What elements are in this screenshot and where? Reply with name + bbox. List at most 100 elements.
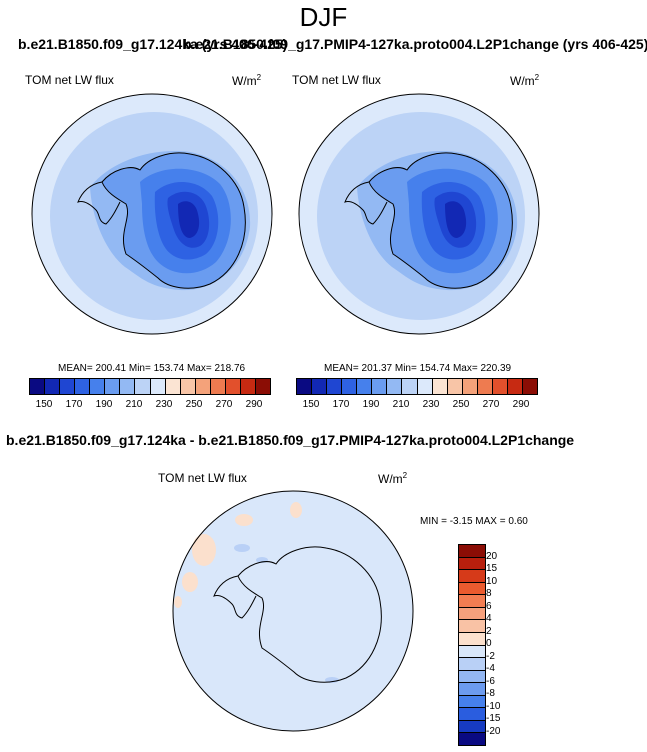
right-polar-map [298,93,540,335]
colorbar-cell [459,683,485,696]
colorbar-tick-label: 190 [95,399,113,410]
colorbar-cell [195,379,211,394]
left-map-border [31,93,273,335]
colorbar-cell [432,379,448,394]
diff-pos-patch-5 [174,596,182,608]
colorbar-cell [357,379,373,394]
left-variable-label: TOM net LW flux [25,73,114,87]
colorbar-tick-label: -15 [486,713,501,724]
colorbar-tick-label: 0 [486,638,492,649]
colorbar-cell [255,379,270,394]
colorbar-cell [477,379,493,394]
colorbar-tick-label: -20 [486,725,501,737]
colorbar-cell [459,607,485,621]
colorbar-tick-label: 290 [245,399,263,410]
colorbar-tick-label: 250 [185,399,203,410]
colorbar-cell [225,379,241,394]
colorbar-cell [459,582,485,596]
diff-neg-patch-1 [234,544,250,552]
colorbar-cell [459,632,485,646]
colorbar-cell [459,658,485,671]
colorbar-tick-label: 10 [486,575,498,587]
colorbar-cell [372,379,388,394]
colorbar-cell [417,379,433,394]
diff-ocean [173,491,413,731]
colorbar-tick-label: 6 [486,600,492,612]
colorbar-cell [447,379,463,394]
colorbar-cell [507,379,523,394]
difference-title: b.e21.B1850.f09_g17.124ka - b.e21.B1850.… [6,432,575,448]
left-units-label: W/m2 [232,73,262,88]
diff-pos-patch-3 [235,514,253,526]
colorbar-tick-label: 170 [332,399,350,410]
left-stats: MEAN= 200.41 Min= 153.74 Max= 218.76 [58,363,246,374]
left-polar-map [31,93,273,335]
colorbar-cell [459,733,485,745]
left-peninsula [77,181,121,225]
colorbar-cell [105,379,121,394]
diff-units-label: W/m2 [378,471,408,486]
colorbar-cell [240,379,256,394]
colorbar-cell [459,670,485,684]
colorbar-cell [462,379,478,394]
colorbar-tick-label: -6 [486,675,495,687]
right-peninsula [344,181,388,225]
colorbar-tick-label: 2 [486,625,492,637]
colorbar-tick-label: 210 [392,399,410,410]
colorbar-cell [402,379,418,394]
colorbar-cell [492,379,508,394]
left-colorbar [29,378,271,395]
colorbar-cell [312,379,328,394]
colorbar-tick-label: 270 [215,399,233,410]
colorbar-tick-label: 150 [35,399,53,410]
colorbar-tick-label: 8 [486,588,492,599]
diff-polar-map [172,490,414,732]
colorbar-cell [327,379,343,394]
right-stats: MEAN= 201.37 Min= 154.74 Max= 220.39 [324,363,512,374]
colorbar-cell [459,708,485,721]
colorbar-tick-label: -2 [486,650,495,662]
colorbar-cell [459,695,485,709]
colorbar-tick-label: 190 [362,399,380,410]
colorbar-cell [459,557,485,571]
colorbar-cell [30,379,46,394]
colorbar-tick-label: -4 [486,663,495,674]
diff-map-border [172,490,414,732]
colorbar-cell [459,595,485,608]
colorbar-tick-label: 250 [452,399,470,410]
colorbar-tick-label: 210 [125,399,143,410]
colorbar-tick-label: 270 [482,399,500,410]
colorbar-tick-label: -8 [486,688,495,699]
right-units-label: W/m2 [510,73,540,88]
colorbar-cell [180,379,196,394]
colorbar-cell [459,720,485,734]
colorbar-cell [459,545,485,558]
diff-continent [237,546,382,683]
colorbar-cell [90,379,106,394]
right-plateau-4 [445,201,467,238]
colorbar-cell [150,379,166,394]
colorbar-cell [45,379,61,394]
right-run-title: b.e21.B1850.f09_g17.PMIP4-127ka.proto004… [183,36,647,52]
colorbar-tick-label: 4 [486,613,492,624]
colorbar-cell [459,645,485,659]
colorbar-cell [459,620,485,633]
colorbar-cell [165,379,181,394]
colorbar-tick-label: -10 [486,700,501,712]
diff-pos-patch-1 [192,534,216,566]
colorbar-tick-label: 290 [512,399,530,410]
diff-stats: MIN = -3.15 MAX = 0.60 [420,516,528,527]
colorbar-tick-label: 20 [486,550,498,562]
colorbar-cell [75,379,91,394]
colorbar-tick-label: 150 [302,399,320,410]
colorbar-cell [60,379,76,394]
colorbar-cell [387,379,403,394]
right-colorbar [296,378,538,395]
diff-variable-label: TOM net LW flux [158,471,247,485]
right-map-border [298,93,540,335]
colorbar-cell [342,379,358,394]
colorbar-cell [210,379,226,394]
left-run-title: b.e21.B1850.f09_g17.124ka (yrs 406-425) [18,36,288,52]
left-plateau-4 [178,201,200,238]
right-variable-label: TOM net LW flux [292,73,381,87]
